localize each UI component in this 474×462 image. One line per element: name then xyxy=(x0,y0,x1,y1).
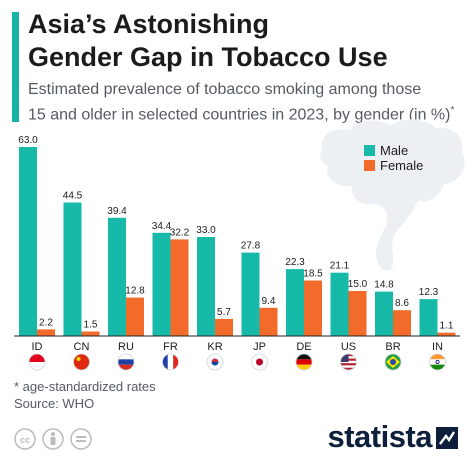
category-label-cn: CN xyxy=(74,341,90,353)
category-label-kr: KR xyxy=(207,341,222,353)
footnote-source: Source: WHO xyxy=(14,396,95,411)
data-label-id-male: 63.0 xyxy=(18,135,38,146)
statista-logo: statista xyxy=(327,419,458,455)
bar-cn-female xyxy=(81,331,100,336)
bar-in-female xyxy=(437,332,456,336)
germany-flag-icon xyxy=(295,353,313,371)
footnote: * age-standardized rates Source: WHO xyxy=(14,378,156,412)
title-line-1: Asia’s Astonishing xyxy=(28,9,270,39)
bar-br-female xyxy=(393,310,411,336)
data-label-ru-male: 39.4 xyxy=(107,206,127,217)
bar-fr-male xyxy=(152,232,171,336)
bar-de-male xyxy=(286,269,304,336)
russia-flag-icon xyxy=(117,353,135,371)
legend-swatch-male xyxy=(364,145,375,156)
page-title: Asia’s Astonishing Gender Gap in Tobacco… xyxy=(28,8,468,74)
bar-id-female xyxy=(37,329,55,336)
data-label-kr-male: 33.0 xyxy=(196,225,216,236)
bar-us-female xyxy=(348,291,367,336)
legend-label-male: Male xyxy=(380,143,408,158)
category-label-us: US xyxy=(341,341,356,353)
data-label-us-female: 15.0 xyxy=(348,279,368,290)
japan-flag-icon xyxy=(251,353,268,371)
subtitle-footnote-mark: * xyxy=(450,105,455,116)
bar-id-male xyxy=(19,147,37,336)
category-label-fr: FR xyxy=(163,341,178,353)
statista-mark-icon xyxy=(436,427,458,449)
france-flag-icon xyxy=(162,353,179,371)
bar-kr-female xyxy=(215,318,233,336)
category-label-ru: RU xyxy=(118,341,134,353)
data-label-us-male: 21.1 xyxy=(330,261,350,272)
china-flag-icon xyxy=(73,353,90,371)
cc-icon: cc xyxy=(14,428,36,450)
bar-jp-female xyxy=(259,307,278,336)
brazil-flag-icon xyxy=(384,353,402,371)
category-label-id: ID xyxy=(32,341,43,353)
bar-ru-male xyxy=(108,217,126,336)
license-icons: cc xyxy=(14,428,92,450)
india-flag-icon xyxy=(429,353,446,371)
no-derivatives-icon xyxy=(70,428,92,450)
data-label-fr-male: 34.4 xyxy=(152,221,172,232)
brand-wordmark: statista xyxy=(327,419,432,454)
bar-ru-female xyxy=(126,297,144,336)
data-label-fr-female: 32.2 xyxy=(170,227,190,238)
data-label-br-male: 14.8 xyxy=(374,280,394,291)
bar-kr-male xyxy=(197,237,215,336)
category-label-br: BR xyxy=(385,341,400,353)
data-label-cn-male: 44.5 xyxy=(63,191,83,202)
data-label-de-male: 22.3 xyxy=(285,257,305,268)
bar-br-male xyxy=(375,291,393,336)
bar-cn-male xyxy=(63,202,82,336)
bar-de-female xyxy=(304,280,322,336)
smoke-cloud xyxy=(320,119,465,271)
legend-label-female: Female xyxy=(380,158,423,173)
svg-text:cc: cc xyxy=(20,435,30,445)
data-label-in-female: 1.1 xyxy=(440,321,454,332)
data-label-id-female: 2.2 xyxy=(39,317,53,328)
legend: Male Female xyxy=(364,143,423,173)
data-label-jp-female: 9.4 xyxy=(262,296,276,307)
attribution-icon xyxy=(42,428,64,450)
subtitle-line-2: 15 and older in selected countries in 20… xyxy=(28,100,468,125)
title-accent-bar xyxy=(12,12,19,122)
south-korea-flag-icon xyxy=(206,353,224,371)
title-line-2: Gender Gap in Tobacco Use xyxy=(28,42,388,72)
data-label-cn-female: 1.5 xyxy=(84,320,98,331)
category-label-jp: JP xyxy=(253,341,266,353)
footnote-note: * age-standardized rates xyxy=(14,379,156,394)
data-label-in-male: 12.3 xyxy=(419,287,439,298)
legend-swatch-female xyxy=(364,160,375,171)
chart-subtitle: Estimated prevalence of tobacco smoking … xyxy=(28,79,468,125)
bar-in-male xyxy=(419,299,438,336)
data-label-br-female: 8.6 xyxy=(395,298,409,309)
subtitle-line-2-text: 15 and older in selected countries in 20… xyxy=(28,106,451,124)
data-label-kr-female: 5.7 xyxy=(217,307,231,318)
bar-jp-male xyxy=(241,252,260,336)
usa-flag-icon xyxy=(340,353,357,371)
data-label-jp-male: 27.8 xyxy=(241,241,261,252)
bar-us-male xyxy=(330,272,349,336)
data-label-de-female: 18.5 xyxy=(303,269,323,280)
subtitle-line-1: Estimated prevalence of tobacco smoking … xyxy=(28,81,422,98)
data-label-ru-female: 12.8 xyxy=(125,286,145,297)
category-label-in: IN xyxy=(432,341,443,353)
category-label-de: DE xyxy=(296,341,311,353)
indonesia-flag-icon xyxy=(28,353,46,371)
bar-fr-female xyxy=(170,239,189,336)
